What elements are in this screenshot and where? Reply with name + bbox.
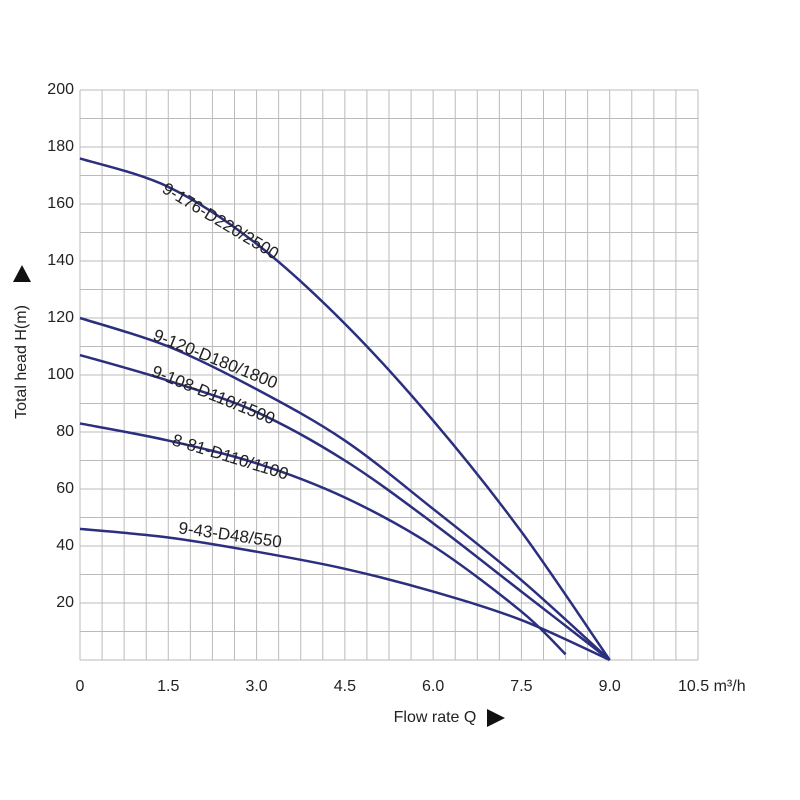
x-tick-label: 3.0 — [245, 678, 267, 695]
x-axis-label: Flow rate Q — [394, 709, 477, 726]
x-tick-label: 1.5 — [157, 678, 179, 695]
y-tick-label: 40 — [56, 537, 74, 554]
y-tick-label: 200 — [47, 81, 74, 98]
x-tick-label: 0 — [76, 678, 85, 695]
curve — [79, 157, 611, 661]
x-tick-label: 10.5 m³/h — [678, 678, 746, 695]
x-tick-label: 4.5 — [334, 678, 356, 695]
y-tick-label: 100 — [47, 366, 74, 383]
curve — [79, 422, 567, 656]
curve — [79, 316, 611, 661]
y-tick-label: 80 — [56, 423, 74, 440]
y-axis-arrow — [13, 265, 31, 282]
y-tick-label: 180 — [47, 138, 74, 155]
curve — [79, 527, 611, 662]
curve-label: 9-176-D220/2500 — [159, 179, 282, 263]
curve-label: 8-81-D110/1100 — [170, 430, 291, 483]
y-tick-label: 60 — [56, 480, 74, 497]
x-tick-label: 9.0 — [599, 678, 621, 695]
x-tick-label: 6.0 — [422, 678, 444, 695]
y-tick-label: 20 — [56, 594, 74, 611]
x-axis-arrow — [487, 709, 505, 727]
y-tick-label: 120 — [47, 309, 74, 326]
y-tick-label: 160 — [47, 195, 74, 212]
x-tick-label: 7.5 — [510, 678, 532, 695]
curve — [79, 353, 611, 661]
y-tick-label: 140 — [47, 252, 74, 269]
y-axis-label: Total head H(m) — [13, 305, 30, 419]
